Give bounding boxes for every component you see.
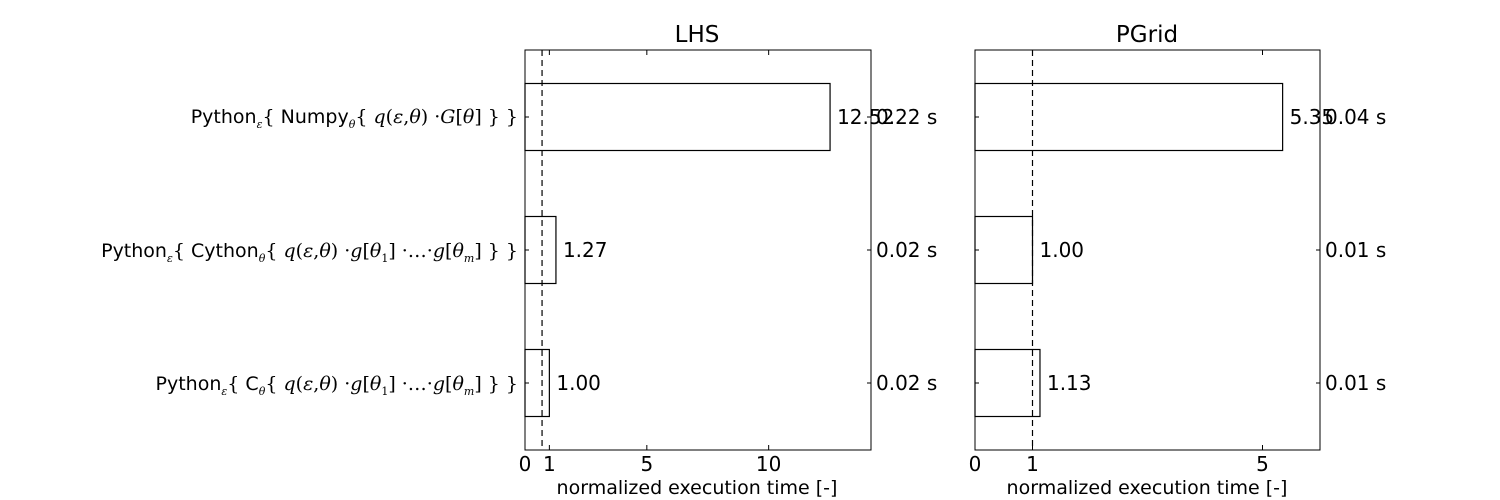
x-tick-label: 1 <box>1026 452 1039 476</box>
absolute-time-label: 0.01 s <box>1325 371 1386 395</box>
bar-value-label: 1.27 <box>563 238 608 262</box>
chart-panel-lhs: LHS normalized execution time [-] 12.520… <box>519 22 938 499</box>
bar-value-label: 12.52 <box>837 105 894 129</box>
bar <box>524 82 831 152</box>
bar <box>974 348 1041 418</box>
bar-value-label: 1.00 <box>556 371 601 395</box>
category-label: Pythonε{ Numpyθ{ q(ε,θ) ·G[θ] } } <box>191 106 518 131</box>
chart-title: PGrid <box>1116 22 1178 48</box>
x-tick-label: 5 <box>640 452 653 476</box>
chart-panel-pgrid: PGrid normalized execution time [-] 5.35… <box>969 22 1387 499</box>
bar <box>524 215 557 285</box>
x-tick-label: 1 <box>543 452 556 476</box>
chart-marks: 12.520.22 s 1.27 0.02 s 1.00 0.02 s 0 1 5 10 <box>519 49 937 476</box>
bar <box>974 82 1284 152</box>
chart-marks: 5.350.04 s 1.00 0.01 s 1.13 0.01 s 0 1 5 <box>969 49 1386 476</box>
chart-title: LHS <box>675 22 720 48</box>
x-tick-label: 10 <box>756 452 781 476</box>
absolute-time-label: 0.02 s <box>876 371 937 395</box>
absolute-time-label: 0.02 s <box>876 238 937 262</box>
x-tick-label: 5 <box>1256 452 1269 476</box>
category-label: Pythonε{ Cythonθ{ q(ε,θ) ·g[θ1] ·…·g[θm]… <box>101 240 518 265</box>
bar-value-label: 5.35 <box>1290 105 1335 129</box>
x-axis-label: normalized execution time [-] <box>1007 477 1288 499</box>
x-axis-label: normalized execution time [-] <box>557 477 838 499</box>
bar <box>524 348 550 418</box>
x-tick-label: 0 <box>519 452 532 476</box>
category-label: Pythonε{ Cθ{ q(ε,θ) ·g[θ1] ·…·g[θm] } } <box>156 373 519 398</box>
absolute-time-label: 0.04 s <box>1325 105 1386 129</box>
category-labels: Pythonε{ Numpyθ{ q(ε,θ) ·G[θ] } } Python… <box>101 106 518 398</box>
absolute-time-label: 0.22 s <box>876 105 937 129</box>
bar-value-label: 1.13 <box>1047 371 1092 395</box>
absolute-time-label: 0.01 s <box>1325 238 1386 262</box>
bar <box>974 215 1034 285</box>
bar-value-label: 1.00 <box>1040 238 1085 262</box>
x-tick-label: 0 <box>969 452 982 476</box>
